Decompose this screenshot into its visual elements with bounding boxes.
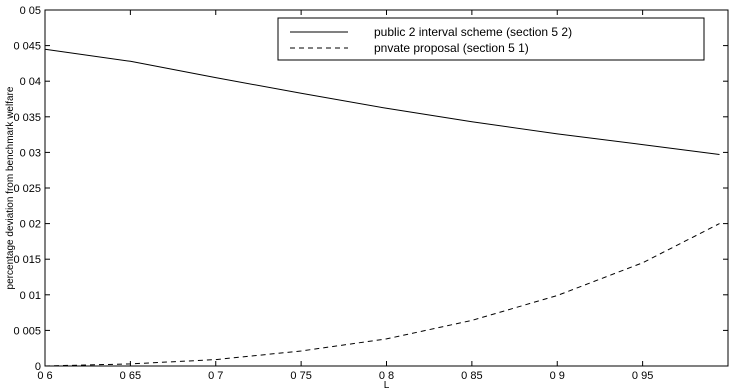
x-tick-label: 0 7 bbox=[208, 370, 223, 382]
series-layer bbox=[44, 48, 720, 367]
legend-box bbox=[277, 17, 705, 61]
y-tick-label: 0 02 bbox=[20, 219, 41, 231]
x-tick-label: 0 95 bbox=[632, 370, 653, 382]
x-tick-label: 0 75 bbox=[290, 370, 311, 382]
plot-frame bbox=[44, 9, 729, 367]
legend: public 2 interval scheme (section 5 2) p… bbox=[277, 17, 705, 61]
y-tick-label: 0 bbox=[35, 361, 41, 373]
y-tick-label: 0 005 bbox=[13, 325, 41, 337]
legend-entry-private-proposal: pnvate proposal (section 5 1) bbox=[374, 41, 529, 55]
x-tick-label: 0 9 bbox=[550, 370, 565, 382]
y-tick-label: 0 015 bbox=[13, 254, 41, 266]
y-axis-ticks: 0 0 005 0 01 0 015 0 02 0 025 0 03 0 035 0 04 0 0… bbox=[13, 5, 728, 373]
x-axis-label: L bbox=[384, 380, 390, 389]
y-tick-label: 0 025 bbox=[13, 183, 41, 195]
y-tick-label: 0 035 bbox=[13, 112, 41, 124]
x-tick-label: 0 65 bbox=[120, 370, 141, 382]
x-tick-label: 0 6 bbox=[37, 370, 52, 382]
x-tick-label: 0 85 bbox=[461, 370, 482, 382]
y-tick-label: 0 045 bbox=[13, 41, 41, 53]
y-axis-label: percentage deviation from benchmark welf… bbox=[5, 86, 16, 289]
x-tick-label: 0 8 bbox=[379, 370, 394, 382]
y-tick-label: 0 03 bbox=[20, 147, 41, 159]
x-axis-ticks: 0 6 0 65 0 7 0 75 0 8 0 85 0 9 0 95 bbox=[37, 10, 653, 382]
series-line-private-proposal bbox=[44, 223, 720, 367]
legend-entry-public-scheme: public 2 interval scheme (section 5 2) bbox=[374, 25, 572, 39]
y-tick-label: 0 01 bbox=[20, 290, 41, 302]
series-line-public-scheme bbox=[44, 48, 720, 155]
y-tick-label: 0 04 bbox=[20, 76, 41, 88]
y-tick-label: 0 05 bbox=[20, 5, 41, 17]
